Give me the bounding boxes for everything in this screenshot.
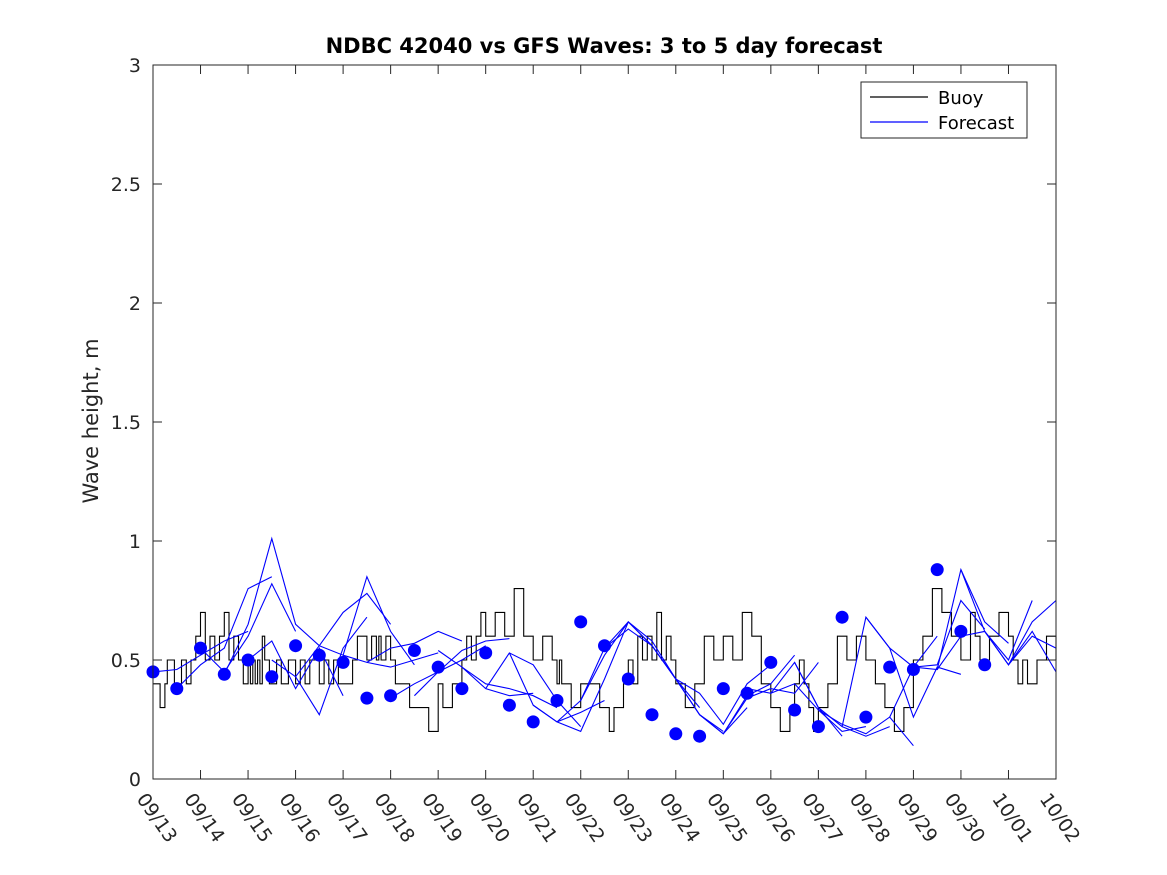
forecast-run-line-23	[675, 664, 772, 726]
forecast-marker-point	[693, 729, 707, 743]
y-tick-label: 3	[129, 55, 141, 77]
chart-title: NDBC 42040 vs GFS Waves: 3 to 5 day fore…	[326, 34, 883, 58]
y-tick-label: 0.5	[111, 650, 141, 672]
forecast-marker-point	[645, 708, 659, 722]
forecast-marker-point	[360, 691, 374, 705]
forecast-marker-point	[598, 639, 611, 653]
forecast-run-line-17	[532, 621, 629, 733]
forecast-marker-point	[312, 648, 326, 662]
y-tick-label: 1.5	[111, 412, 141, 434]
forecast-run-line-31	[865, 616, 962, 719]
forecast-marker-point	[194, 641, 207, 655]
forecast-marker-point	[835, 610, 849, 624]
forecast-marker-point	[479, 646, 493, 660]
forecast-run-line-8	[319, 575, 415, 666]
forecast-run-line-9	[342, 652, 439, 668]
forecast-marker-point	[740, 686, 754, 700]
legend: Buoy Forecast	[860, 81, 1028, 139]
forecast-run-line-12	[414, 638, 510, 697]
forecast-run-line-4	[223, 536, 320, 675]
forecast-marker-point	[811, 720, 825, 734]
forecast-marker-point	[883, 660, 897, 674]
plot-area	[146, 536, 1057, 747]
y-tick-label: 2.5	[111, 174, 141, 196]
forecast-run-line-2	[176, 576, 273, 689]
forecast-run-line-3	[200, 582, 297, 673]
forecast-marker-point	[502, 698, 516, 712]
forecast-run-line-15	[485, 652, 582, 727]
forecast-marker-point	[336, 655, 350, 669]
forecast-run-line-10	[366, 630, 463, 663]
legend-forecast-label: Forecast	[938, 113, 1014, 134]
y-tick-label: 0	[129, 769, 141, 791]
forecast-marker-point	[550, 694, 564, 707]
forecast-marker-point	[574, 615, 588, 629]
forecast-run-line-29	[818, 709, 914, 747]
legend-box	[860, 81, 1028, 139]
forecast-marker-point	[978, 658, 992, 672]
forecast-run-line-1	[152, 630, 249, 673]
y-tick-label: 2	[129, 293, 141, 315]
y-tick-label: 1	[129, 531, 141, 553]
buoy-series-line	[153, 588, 1057, 732]
forecast-marker-point	[954, 624, 968, 638]
forecast-marker-point	[621, 672, 635, 686]
forecast-run-line-25	[722, 662, 819, 735]
forecast-run-line-32	[889, 599, 986, 718]
forecast-marker-point	[217, 667, 231, 681]
forecast-run-line-36	[984, 630, 1057, 673]
forecast-marker-point	[407, 644, 421, 657]
forecast-marker-point	[859, 710, 873, 724]
forecast-marker-point	[455, 682, 469, 696]
forecast-run-line-5	[247, 640, 344, 696]
legend-buoy-label: Buoy	[938, 88, 984, 109]
forecast-run-line-14	[461, 666, 558, 709]
forecast-marker-point	[906, 663, 920, 676]
forecast-marker-point	[289, 639, 303, 653]
forecast-marker-point	[526, 715, 540, 729]
forecast-marker-point	[788, 703, 802, 717]
forecast-marker-point	[764, 655, 778, 669]
forecast-marker-point	[241, 653, 255, 667]
forecast-run-line-6	[271, 616, 368, 716]
forecast-marker-point	[716, 682, 730, 696]
forecast-marker-point	[170, 682, 184, 696]
forecast-run-line-37	[1008, 635, 1057, 666]
forecast-marker-point	[930, 563, 944, 577]
forecast-marker-point	[669, 727, 683, 741]
forecast-run-line-7	[295, 592, 392, 678]
forecast-marker-point	[431, 660, 445, 674]
y-axis-label: Wave height, m	[79, 338, 103, 503]
forecast-marker-point	[384, 689, 398, 703]
forecast-marker-point	[265, 670, 279, 684]
